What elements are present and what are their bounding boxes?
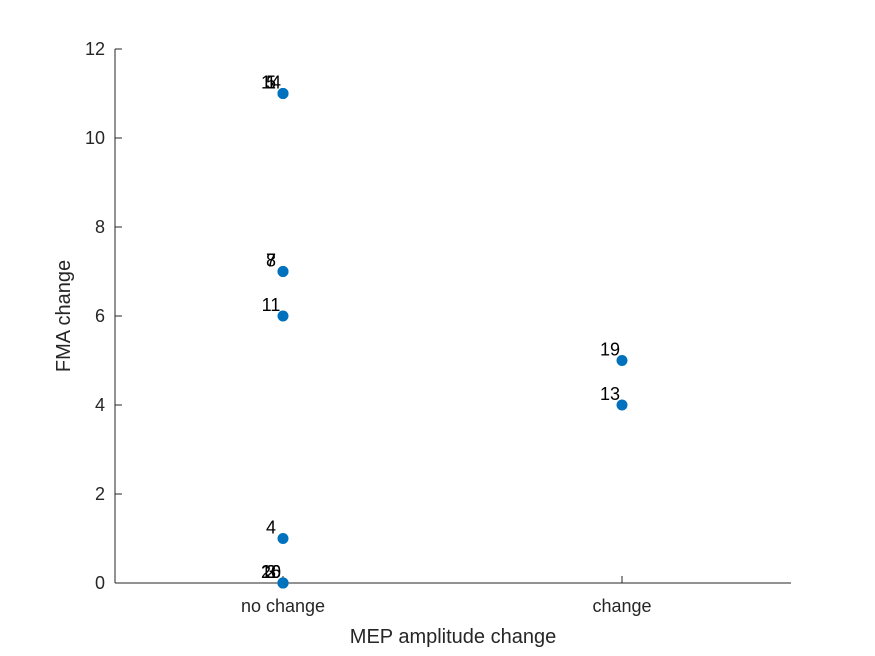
y-axis-label: FMA change	[53, 260, 75, 372]
data-point	[277, 577, 289, 589]
point-label: 14	[261, 73, 281, 93]
point-label: 13	[600, 384, 620, 404]
data-point	[277, 88, 289, 99]
y-tick-label: 8	[95, 217, 105, 237]
y-ticks: 0 2 4 6 8 10 12	[85, 39, 122, 593]
point-label: 3	[266, 562, 276, 582]
y-tick-label: 4	[95, 395, 105, 415]
x-axis-label: MEP amplitude change	[350, 626, 556, 648]
x-tick-label: change	[592, 596, 651, 616]
data-point	[616, 399, 628, 411]
point-label: 8	[266, 251, 276, 271]
data-point	[277, 266, 289, 277]
data-point	[616, 355, 628, 366]
point-label: 4	[266, 518, 276, 538]
data-point	[277, 310, 289, 322]
x-tick-label: no change	[241, 596, 325, 616]
y-tick-label: 12	[85, 39, 105, 59]
point-label: 5	[266, 73, 276, 93]
point-label: 11	[262, 295, 281, 315]
axes	[114, 49, 791, 584]
y-tick-label: 10	[85, 128, 105, 148]
y-tick-label: 2	[95, 484, 105, 504]
point-label: 19	[600, 340, 620, 360]
data-point	[277, 533, 289, 544]
y-tick-label: 6	[95, 306, 105, 326]
point-label: 16	[261, 562, 281, 582]
point-label: 7	[266, 251, 276, 271]
x-ticks: no change change	[241, 576, 652, 616]
point-label: 1	[266, 73, 276, 93]
point-label: 2	[266, 562, 276, 582]
y-tick-label: 0	[95, 573, 105, 593]
point-label: 20	[261, 562, 281, 582]
